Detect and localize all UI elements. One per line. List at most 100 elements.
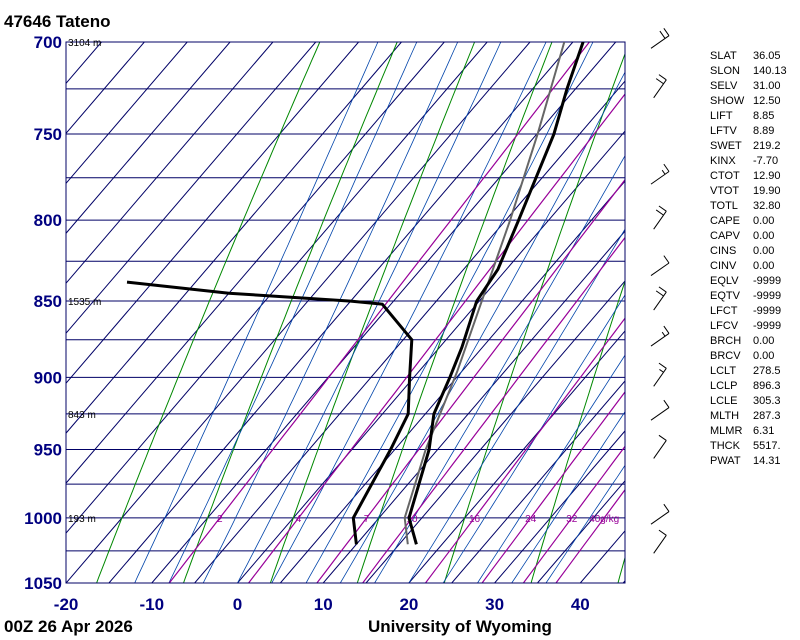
wind-barb: [650, 399, 670, 421]
dry-adiabat-line: [356, 42, 553, 583]
wind-barb-shaft: [650, 171, 670, 185]
isotherm-line: [151, 42, 617, 583]
moist-adiabat-line: [271, 42, 547, 583]
sounding-profiles: [126, 42, 585, 545]
wind-barb-flag: [663, 255, 670, 264]
index-value: 0.00: [753, 260, 775, 272]
index-value: 0.00: [753, 215, 775, 227]
index-value: 305.3: [753, 395, 781, 407]
isotherm-line: [322, 230, 625, 583]
index-row: LFTV 8.89: [710, 124, 787, 139]
index-row: LCLT 278.5: [710, 364, 787, 379]
index-value: 36.05: [753, 50, 781, 62]
mixing-ratio-label: 32: [566, 514, 578, 525]
index-value: 0.00: [753, 245, 775, 257]
wind-barb-flag: [658, 74, 667, 81]
height-label: 843 m: [68, 410, 96, 421]
index-row: VTOT 19.90: [710, 184, 787, 199]
isotherm-line: [66, 42, 445, 484]
wind-barb-flag: [658, 434, 667, 441]
wind-barb-flag: [655, 290, 664, 297]
wind-barb-shaft: [650, 407, 670, 421]
moist-adiabat-line: [545, 464, 625, 583]
index-key: SLAT: [710, 50, 737, 62]
wind-barb-flag: [663, 399, 670, 408]
temperature-tick-label: 10: [314, 595, 333, 614]
index-key: LFCT: [710, 305, 738, 317]
wind-barb: [653, 529, 667, 554]
isotherm-line: [66, 42, 488, 534]
stability-indices-table: SLAT 36.05 SLON 140.13 SELV 31.00 SHOW 12.50 LIF…: [710, 49, 787, 469]
isotherm-line: [237, 130, 625, 583]
index-key: THCK: [710, 440, 740, 452]
temperature-tick-label: 30: [485, 595, 504, 614]
index-key: CINS: [710, 245, 737, 257]
wind-barb-flag: [663, 325, 670, 334]
isotherm-line: [66, 42, 145, 135]
pressure-tick-label: 700: [34, 33, 62, 52]
dry-adiabat-line: [269, 42, 476, 583]
wind-barb-flag: [658, 205, 667, 212]
pressure-tick-label: 1000: [24, 509, 62, 528]
temperature-tick-label: 0: [233, 595, 242, 614]
index-value: -9999: [753, 305, 782, 317]
index-key: MLMR: [710, 425, 743, 437]
isotherm-line: [66, 42, 317, 335]
index-key: TOTL: [710, 200, 738, 212]
mixing-ratio-label: 16: [469, 514, 481, 525]
index-value: -7.70: [753, 155, 779, 167]
index-row: BRCH 0.00: [710, 334, 787, 349]
index-value: 219.2: [753, 140, 781, 152]
isotherm-line: [279, 180, 625, 583]
mixing-ratio-line: [555, 488, 625, 583]
index-key: KINX: [710, 155, 736, 167]
dewpoint-profile-line: [126, 280, 414, 545]
index-value: 0.00: [753, 350, 775, 362]
index-key: SHOW: [710, 95, 745, 107]
wind-barb: [650, 255, 670, 277]
wind-barb-flag: [655, 78, 664, 85]
moist-adiabat-line: [168, 42, 418, 583]
isotherm-line: [66, 42, 359, 385]
wind-barb-shaft: [653, 79, 667, 99]
index-row: LIFT 8.85: [710, 109, 787, 124]
wind-barb: [650, 503, 670, 525]
temperature-tick-label: -10: [140, 595, 165, 614]
index-value: -9999: [753, 275, 782, 287]
temperature-tick-label: 40: [571, 595, 590, 614]
isotherm-line: [494, 430, 625, 583]
moist-adiabat-line: [134, 42, 379, 583]
moist-adiabat-line: [305, 42, 594, 583]
index-value: 32.80: [753, 200, 781, 212]
pressure-tick-label: 900: [34, 368, 62, 387]
index-row: LFCV -9999: [710, 319, 787, 334]
index-key: SLON: [710, 65, 740, 77]
wind-barb-shaft: [650, 35, 670, 49]
index-row: BRCV 0.00: [710, 349, 787, 364]
index-value: -9999: [753, 290, 782, 302]
index-key: CTOT: [710, 170, 740, 182]
moist-adiabat-line: [511, 410, 625, 583]
isotherm-line: [66, 42, 402, 434]
wind-barb-shaft: [650, 333, 670, 347]
wind-barb-flag: [663, 503, 670, 512]
moist-adiabat-line: [237, 42, 502, 583]
isotherm-line: [194, 80, 625, 583]
wind-barb-flag: [663, 28, 670, 36]
wind-barb-shaft: [653, 291, 667, 311]
wind-barb-shaft: [653, 210, 667, 230]
height-label: 1535 m: [68, 297, 101, 308]
mixing-ratio-label: 2: [217, 514, 223, 525]
index-value: 8.89: [753, 125, 775, 137]
wind-barb: [650, 28, 670, 49]
dry-adiabat-line: [443, 52, 625, 583]
index-row: LFCT -9999: [710, 304, 787, 319]
moist-adiabat-line: [408, 228, 625, 583]
index-row: MLTH 287.3: [710, 409, 787, 424]
index-key: EQTV: [710, 290, 740, 302]
isotherm-line: [451, 380, 625, 583]
index-value: 5517.: [753, 440, 781, 452]
index-key: BRCV: [710, 350, 741, 362]
index-row: CINV 0.00: [710, 259, 787, 274]
isotherm-line: [537, 480, 625, 583]
